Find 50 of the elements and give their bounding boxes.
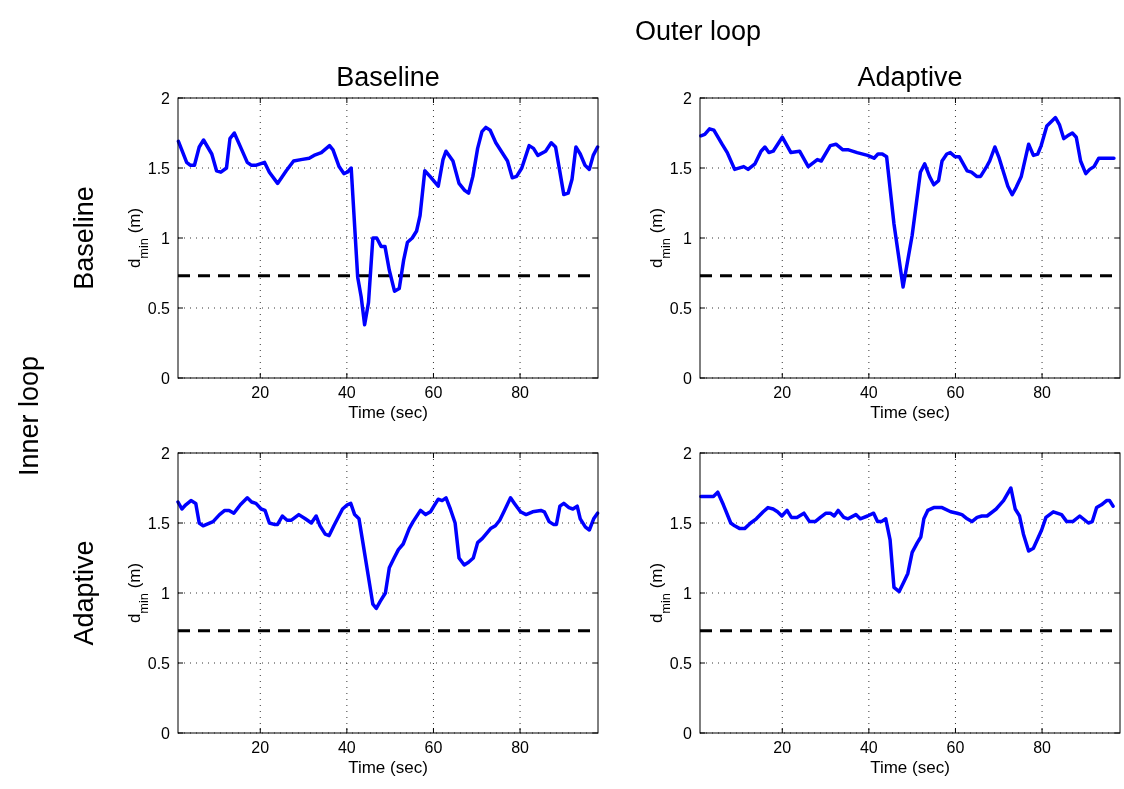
y-tick-label: 1: [683, 584, 693, 602]
y-tick-label: 0: [683, 369, 693, 387]
x-tick-label: 40: [859, 384, 878, 401]
x-axis-title: Time (sec): [348, 758, 428, 777]
y-tick-label: 1: [161, 584, 171, 602]
y-tick-label: 1.5: [147, 159, 171, 177]
x-tick-label: 20: [773, 739, 792, 756]
y-tick-label: 2: [683, 89, 693, 107]
x-tick-label: 60: [424, 739, 443, 756]
y-tick-label: 0.5: [147, 299, 171, 317]
y-tick-label: 0.5: [669, 299, 693, 317]
y-tick-label: 1: [683, 229, 693, 247]
y-tick-label: 0: [683, 724, 693, 742]
y-tick-label: 0: [161, 724, 171, 742]
text: Inner loop: [14, 355, 44, 477]
x-tick-label: 20: [251, 384, 270, 401]
x-tick-label: 40: [859, 739, 878, 756]
y-tick-label: 1.5: [669, 514, 693, 532]
x-axis-title: Time (sec): [870, 403, 950, 422]
y-tick-label: 2: [161, 89, 171, 107]
chart-title: Adaptive: [857, 62, 963, 92]
line-series: [699, 115, 1116, 289]
x-tick-label: 80: [1033, 384, 1052, 401]
x-tick-label: 40: [337, 739, 356, 756]
x-axis-title: Time (sec): [870, 758, 950, 777]
x-tick-label: 80: [511, 384, 530, 401]
y-tick-label: 0.5: [669, 654, 693, 672]
x-tick-label: 80: [1033, 739, 1052, 756]
x-tick-label: 60: [424, 384, 443, 401]
line-series: [176, 125, 600, 327]
x-tick-label: 80: [511, 739, 530, 756]
line-series: [176, 496, 600, 611]
x-tick-label: 60: [946, 384, 965, 401]
y-tick-label: 2: [683, 444, 693, 462]
y-tick-label: 2: [161, 444, 171, 462]
x-tick-label: 60: [946, 739, 965, 756]
x-tick-label: 20: [773, 384, 792, 401]
y-tick-label: 1.5: [147, 514, 171, 532]
line-series: [699, 486, 1115, 594]
y-tick-label: 1.5: [669, 159, 693, 177]
x-tick-label: 20: [251, 739, 270, 756]
text: Baseline: [69, 186, 99, 290]
text: Outer loop: [634, 16, 762, 46]
x-tick-label: 40: [337, 384, 356, 401]
chart-title: Baseline: [336, 62, 440, 92]
x-axis-title: Time (sec): [348, 403, 428, 422]
text: Adaptive: [69, 540, 99, 646]
y-tick-label: 0: [161, 369, 171, 387]
y-tick-label: 0.5: [147, 654, 171, 672]
y-tick-label: 1: [161, 229, 171, 247]
